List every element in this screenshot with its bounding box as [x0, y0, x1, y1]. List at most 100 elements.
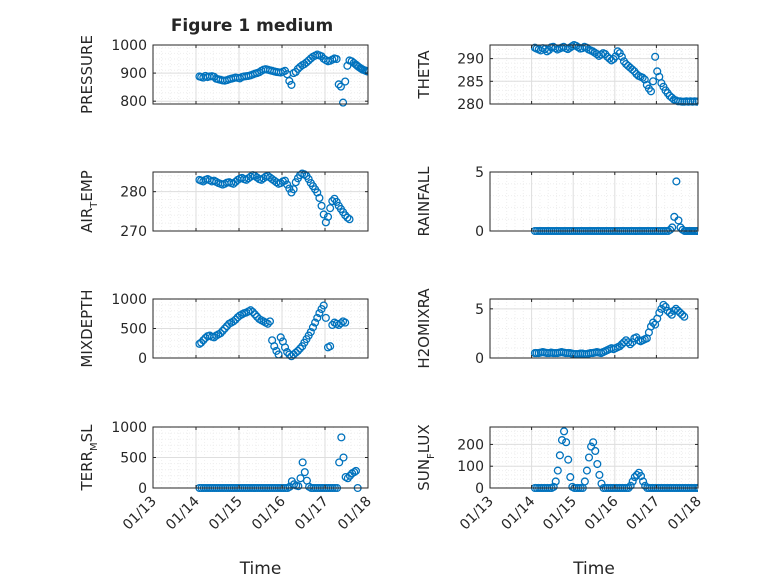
data-point [332, 197, 341, 206]
data-point [343, 474, 352, 483]
data-point [339, 453, 348, 462]
y-axis-label: H2OMIXRA [415, 288, 433, 369]
data-point [661, 302, 670, 311]
data-point [646, 322, 656, 331]
y-tick-label: 0 [475, 351, 484, 367]
data-point [197, 338, 206, 347]
data-point [613, 47, 622, 56]
subplot-pressure: 800 900 1000 PRESSURE [78, 35, 369, 114]
data-point [250, 310, 259, 319]
data-point [270, 342, 279, 351]
y-tick-label: 1000 [111, 38, 147, 54]
y-tick-label: 0 [475, 224, 484, 240]
data-point [628, 65, 637, 74]
data-point [323, 212, 333, 221]
data-point [289, 185, 298, 194]
y-axis-label: PRESSURE [78, 35, 96, 114]
subplot-rainfall: 0 5 RAINFALL [415, 165, 699, 240]
data-point [293, 346, 302, 355]
data-point [300, 468, 309, 477]
data-point [313, 313, 322, 322]
data-point [336, 319, 345, 328]
data-point [667, 310, 676, 319]
data-point [597, 479, 606, 488]
data-point [580, 477, 589, 486]
y-axis-label: MIXDEPTH [78, 289, 96, 367]
data-point [584, 453, 594, 462]
y-tick-label: 270 [120, 224, 147, 240]
data-point [280, 176, 290, 185]
data-point [199, 336, 208, 345]
data-point [216, 329, 225, 338]
x-axis-label: Time [572, 559, 615, 579]
data-point [626, 340, 635, 349]
data-point [326, 342, 335, 351]
data-point [542, 47, 552, 56]
axes-box [489, 44, 699, 105]
data-point [315, 309, 324, 318]
data-point [364, 67, 368, 76]
data-point [304, 175, 313, 184]
data-point [666, 225, 675, 234]
y-tick-label: 280 [457, 97, 484, 113]
y-tick-label: 0 [475, 481, 484, 497]
data-point [210, 72, 219, 81]
y-tick-label: 900 [120, 66, 147, 82]
data-point [328, 197, 337, 206]
data-point [306, 327, 315, 337]
y-tick-label: 1000 [111, 292, 147, 308]
axes-box [152, 171, 369, 232]
data-point [339, 98, 348, 107]
data-series [530, 300, 689, 359]
data-point [345, 215, 354, 224]
data-point [319, 210, 328, 219]
data-point [551, 477, 560, 486]
y-tick-label: 290 [457, 52, 484, 68]
data-point [651, 52, 660, 61]
y-tick-label: 285 [457, 74, 484, 90]
data-point [263, 319, 272, 328]
data-point [332, 54, 341, 64]
data-point [562, 438, 571, 447]
data-point [566, 473, 575, 482]
data-series [195, 301, 350, 361]
data-point [595, 470, 604, 479]
subplot-h2omixra: 0 5 H2OMIXRA [415, 288, 699, 369]
data-point [350, 468, 359, 477]
data-point [319, 301, 328, 310]
data-point [300, 170, 309, 179]
data-point [646, 87, 656, 96]
data-point [617, 52, 626, 61]
data-point [628, 477, 637, 486]
data-point [343, 61, 352, 70]
data-point [296, 344, 305, 353]
figure-title: Figure 1 medium [171, 16, 333, 36]
axes-box [489, 426, 699, 489]
data-point [341, 318, 350, 327]
data-point [678, 310, 687, 319]
data-point [265, 317, 275, 326]
data-point [334, 80, 343, 89]
data-point [638, 73, 647, 82]
axes-box [152, 44, 369, 105]
y-tick-label: 200 [457, 437, 484, 453]
data-series [195, 50, 368, 107]
y-tick-label: 500 [120, 451, 147, 467]
data-point [351, 466, 361, 475]
x-axis-label: Time [239, 559, 282, 579]
y-axis-label: RAINFALL [415, 166, 433, 237]
data-point [624, 338, 633, 347]
data-point [553, 466, 562, 475]
subplot-mixdepth: 0 500 1000 MIXDEPTH [78, 289, 369, 368]
data-point [285, 76, 294, 86]
data-point [607, 56, 616, 65]
data-point [229, 317, 238, 326]
y-axis-label: AIRTEMP [78, 170, 100, 233]
data-point [672, 177, 681, 186]
data-point [308, 323, 318, 332]
data-series [195, 169, 354, 227]
data-point [294, 482, 303, 491]
data-point [559, 427, 569, 436]
y-tick-label: 280 [120, 185, 147, 201]
